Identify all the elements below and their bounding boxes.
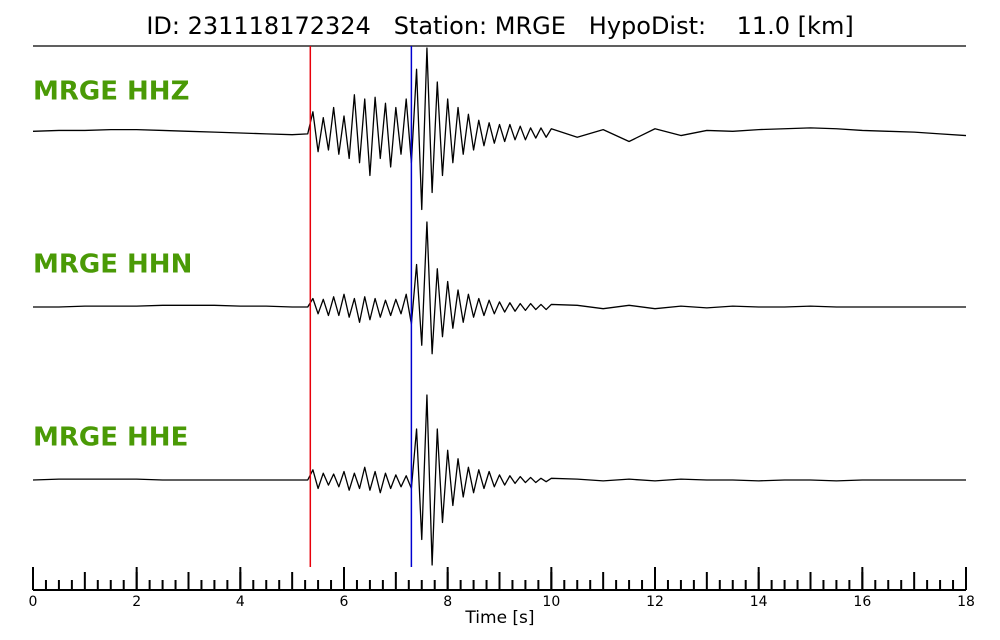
trace-label: MRGE HHN (33, 250, 192, 280)
x-tick-label: 12 (646, 594, 664, 610)
x-tick-label: 6 (340, 594, 349, 610)
x-tick-label: 10 (542, 594, 560, 610)
trace-label: MRGE HHE (33, 423, 188, 453)
x-axis-label: Time [s] (464, 608, 534, 628)
waveform (32, 47, 967, 211)
trace-label: MRGE HHZ (33, 77, 189, 107)
x-tick-label: 14 (750, 594, 768, 610)
x-tick-label: 2 (132, 594, 141, 610)
x-tick-label: 0 (29, 594, 38, 610)
chart-title: ID: 231118172324 Station: MRGE HypoDist:… (146, 12, 853, 40)
x-tick-label: 16 (853, 594, 871, 610)
x-tick-label: 18 (957, 594, 975, 610)
waveform (33, 221, 966, 355)
x-tick-label: 4 (236, 594, 245, 610)
waveform (32, 394, 966, 566)
x-tick-label: 8 (443, 594, 452, 610)
